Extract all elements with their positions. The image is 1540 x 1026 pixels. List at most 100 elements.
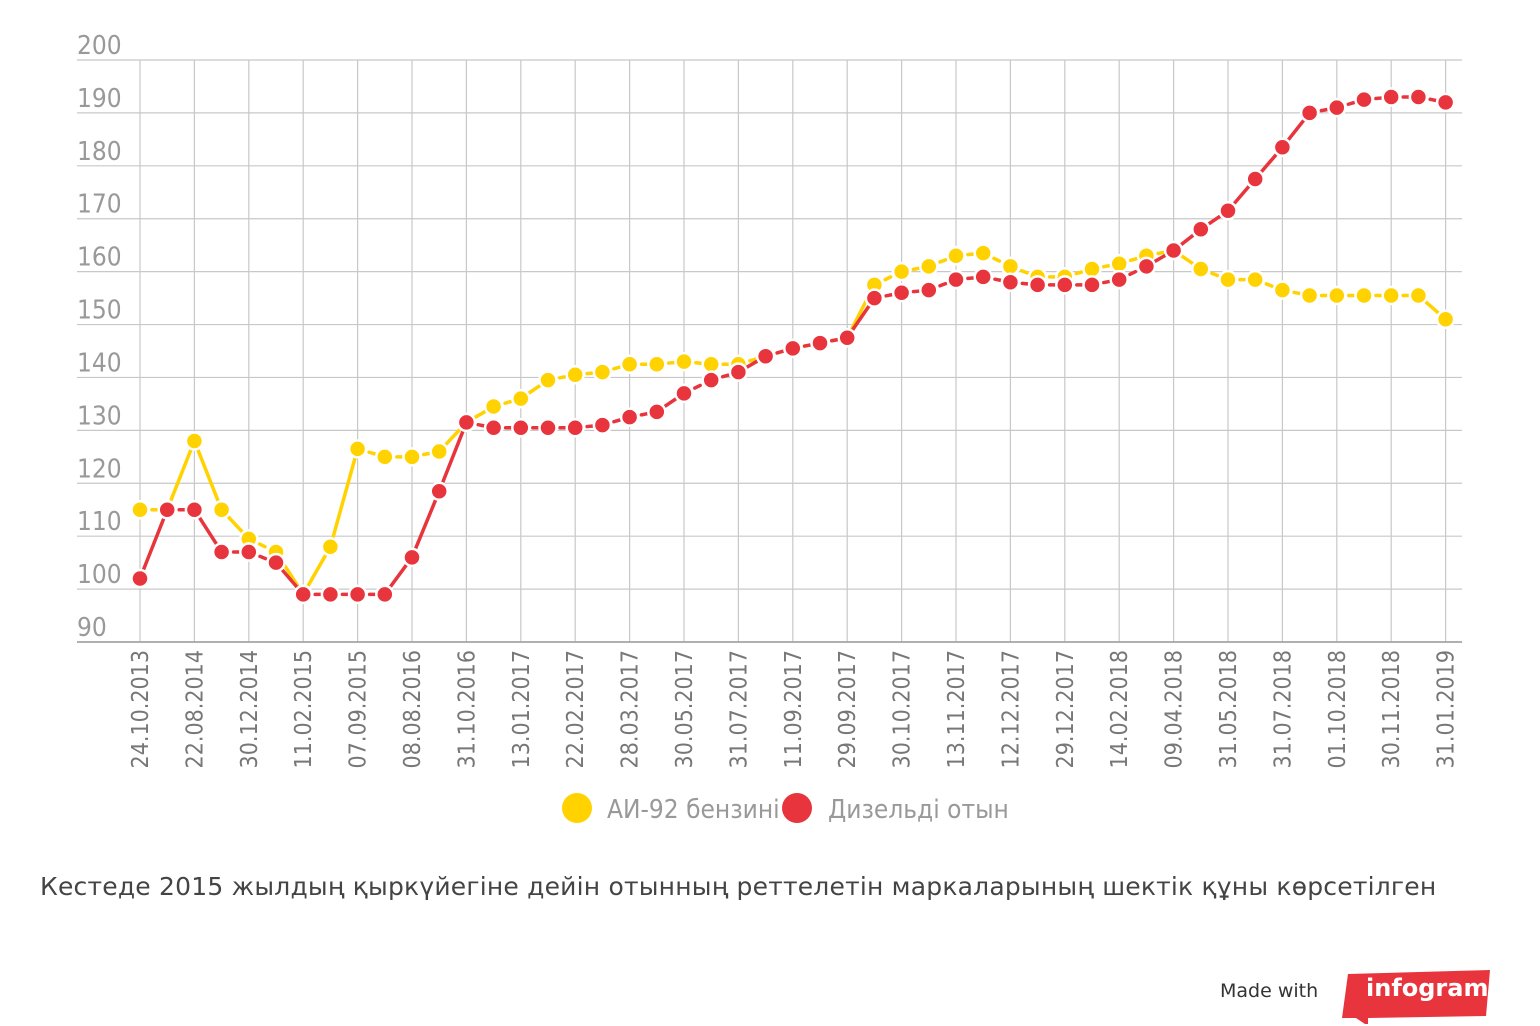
data-point-ai92[interactable] <box>320 537 341 557</box>
data-point-ai92[interactable] <box>647 354 667 374</box>
data-point-ai92[interactable] <box>1245 269 1265 290</box>
data-point-ai92[interactable] <box>375 447 395 467</box>
data-point-ai92[interactable] <box>402 447 422 467</box>
data-point-diesel[interactable] <box>1354 89 1374 110</box>
data-point-ai92[interactable] <box>1082 259 1102 279</box>
y-tick-label: 100 <box>77 560 122 590</box>
data-point-ai92[interactable] <box>1435 309 1456 330</box>
data-point-diesel[interactable] <box>429 481 449 501</box>
data-point-diesel[interactable] <box>1299 103 1320 123</box>
infogram-logo-badge[interactable] <box>1340 966 1490 1024</box>
data-point-diesel[interactable] <box>864 288 885 308</box>
data-point-diesel[interactable] <box>674 383 694 404</box>
x-tick-label: 07.09.2015 <box>346 650 372 768</box>
data-point-diesel[interactable] <box>293 584 313 605</box>
data-point-diesel[interactable] <box>619 407 640 427</box>
data-point-ai92[interactable] <box>919 256 939 277</box>
data-point-ai92[interactable] <box>1299 285 1320 306</box>
data-point-ai92[interactable] <box>1109 253 1129 274</box>
data-point-diesel[interactable] <box>456 412 477 433</box>
data-point-diesel[interactable] <box>1245 169 1265 189</box>
legend-label-diesel[interactable]: Дизельді отын <box>828 795 1009 825</box>
legend-swatch-ai92[interactable] <box>562 793 592 823</box>
data-point-ai92[interactable] <box>1191 259 1211 279</box>
data-point-ai92[interactable] <box>1000 256 1021 277</box>
x-tick-label: 31.07.2017 <box>726 650 752 768</box>
data-point-ai92[interactable] <box>619 354 640 374</box>
footer[interactable]: Made with infogram <box>1212 962 1512 1024</box>
data-point-ai92[interactable] <box>891 261 912 282</box>
data-point-diesel[interactable] <box>810 333 830 353</box>
data-point-diesel[interactable] <box>919 280 939 300</box>
data-point-diesel[interactable] <box>592 415 613 435</box>
data-point-ai92[interactable] <box>483 396 504 417</box>
data-point-ai92[interactable] <box>184 431 205 451</box>
legend-swatch-diesel[interactable] <box>782 793 812 823</box>
series-diesel-segment <box>138 507 169 581</box>
data-point-ai92[interactable] <box>1218 269 1238 290</box>
data-point-diesel[interactable] <box>728 362 749 382</box>
x-tick-label: 29.12.2017 <box>1053 650 1079 768</box>
data-point-diesel[interactable] <box>755 346 776 367</box>
data-point-ai92[interactable] <box>592 362 613 382</box>
data-point-diesel[interactable] <box>483 417 504 438</box>
data-point-diesel[interactable] <box>701 370 721 390</box>
x-axis-ticks: 24.10.2013 22.08.2014 30.12.2014 11.02.2015… <box>128 650 1460 768</box>
data-point-ai92[interactable] <box>1272 280 1293 300</box>
data-point-diesel[interactable] <box>946 269 966 290</box>
data-point-diesel[interactable] <box>973 267 993 287</box>
data-point-diesel[interactable] <box>375 584 395 605</box>
data-point-diesel[interactable] <box>565 417 585 438</box>
data-point-diesel[interactable] <box>1109 269 1129 290</box>
data-point-ai92[interactable] <box>130 499 150 520</box>
legend-label-ai92[interactable]: АИ-92 бензині <box>607 795 780 825</box>
data-point-diesel[interactable] <box>211 542 232 562</box>
data-point-diesel[interactable] <box>1381 87 1401 107</box>
data-point-ai92[interactable] <box>511 388 531 409</box>
data-point-diesel[interactable] <box>783 338 803 359</box>
data-point-diesel[interactable] <box>1191 219 1211 240</box>
data-point-diesel[interactable] <box>1327 97 1347 118</box>
data-point-diesel[interactable] <box>1218 201 1238 221</box>
data-point-diesel[interactable] <box>1136 256 1157 277</box>
data-point-diesel[interactable] <box>1027 275 1048 295</box>
data-point-ai92[interactable] <box>1327 285 1347 306</box>
data-point-ai92[interactable] <box>1381 285 1401 306</box>
data-point-diesel[interactable] <box>402 547 422 568</box>
line-chart: 90 100 110 120 130 140 150 160 170 180 190 200 24.1… <box>77 31 1462 825</box>
data-point-diesel[interactable] <box>538 417 558 438</box>
data-point-diesel[interactable] <box>1435 92 1456 113</box>
data-point-diesel[interactable] <box>1163 240 1184 261</box>
data-point-ai92[interactable] <box>973 243 993 263</box>
data-point-diesel[interactable] <box>891 283 912 303</box>
data-point-diesel[interactable] <box>320 584 341 605</box>
data-point-diesel[interactable] <box>130 568 150 589</box>
data-point-ai92[interactable] <box>1354 285 1374 306</box>
data-point-diesel[interactable] <box>1408 87 1429 107</box>
data-point-ai92[interactable] <box>347 439 368 459</box>
infogram-brand-text[interactable]: infogram <box>1366 974 1489 1002</box>
data-point-ai92[interactable] <box>211 499 232 520</box>
data-point-diesel[interactable] <box>157 499 177 520</box>
data-point-diesel[interactable] <box>266 552 286 573</box>
data-point-ai92[interactable] <box>429 441 449 462</box>
data-point-ai92[interactable] <box>946 246 966 266</box>
data-point-diesel[interactable] <box>184 499 205 520</box>
data-point-ai92[interactable] <box>1408 285 1429 306</box>
data-point-diesel[interactable] <box>1272 137 1293 158</box>
data-point-ai92[interactable] <box>565 365 585 385</box>
data-point-ai92[interactable] <box>538 370 558 390</box>
data-point-diesel[interactable] <box>239 542 259 562</box>
y-tick-label: 110 <box>77 507 122 537</box>
data-point-diesel[interactable] <box>511 417 531 438</box>
data-point-diesel[interactable] <box>1000 272 1021 292</box>
chart-series <box>130 87 1456 605</box>
data-point-diesel[interactable] <box>837 328 857 348</box>
data-point-diesel[interactable] <box>1082 275 1102 295</box>
data-point-diesel[interactable] <box>1055 275 1075 295</box>
chart-legend[interactable]: АИ-92 бензині Дизельді отын <box>562 793 1009 825</box>
data-point-ai92[interactable] <box>674 351 694 372</box>
data-point-ai92[interactable] <box>701 354 721 374</box>
data-point-diesel[interactable] <box>347 584 368 605</box>
data-point-diesel[interactable] <box>647 402 667 422</box>
